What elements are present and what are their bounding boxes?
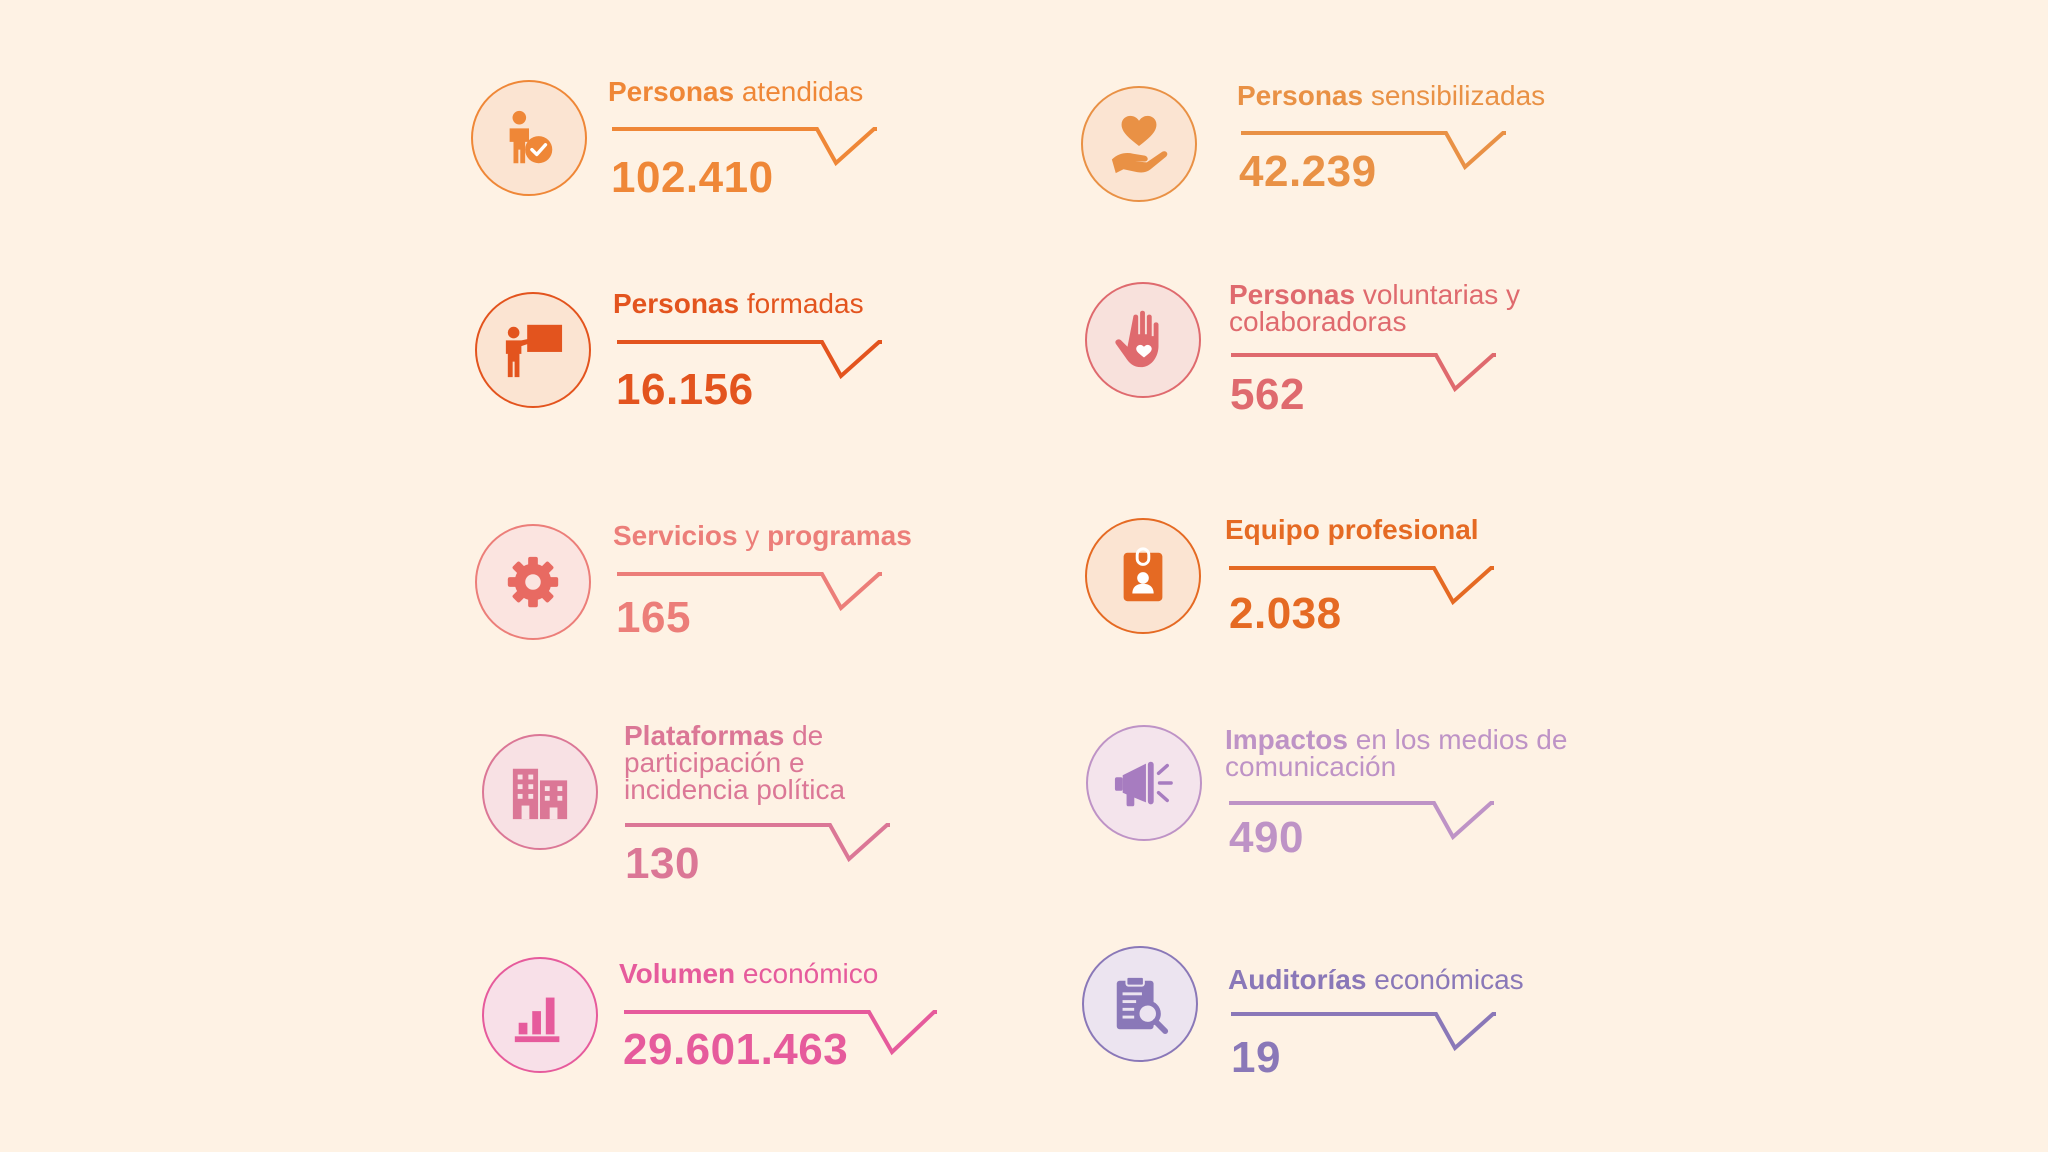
- divider-check-line: [1241, 131, 1506, 171]
- icon-circle: [1086, 725, 1202, 841]
- stat-value: 19: [1231, 1033, 1281, 1082]
- stat-value: 42.239: [1239, 147, 1377, 196]
- label-rest: sensibilizadas: [1363, 80, 1546, 111]
- divider-check-line: [1229, 801, 1494, 841]
- divider-check-line: [617, 572, 882, 612]
- id-badge-icon: [1123, 547, 1163, 602]
- label-line2: comunicación: [1225, 751, 1397, 782]
- stat-label: Auditorías económicas: [1228, 964, 1524, 995]
- stat-label: Personas atendidas: [608, 76, 864, 107]
- icon-circle: [1085, 282, 1201, 398]
- label-bold: Plataformas: [624, 720, 785, 751]
- icon-circle: [482, 957, 598, 1073]
- buildings-icon: [512, 768, 568, 820]
- label-bold: Volumen: [619, 958, 736, 989]
- raised-hand-heart-icon: [1115, 310, 1159, 368]
- label-bold: Equipo profesional: [1225, 514, 1479, 545]
- label-bold-2: programas: [767, 520, 912, 551]
- clipboard-search-icon: [1116, 975, 1169, 1035]
- icon-circle: [1081, 86, 1197, 202]
- icon-circle: [1082, 946, 1198, 1062]
- label-line2: colaboradoras: [1229, 306, 1407, 337]
- stat-label: Equipo profesional: [1225, 514, 1479, 545]
- divider-check-line: [617, 340, 882, 380]
- label-rest: de: [784, 720, 824, 751]
- stat-label: Servicios y programas: [613, 520, 912, 551]
- icon-circle: [482, 734, 598, 850]
- stat-label: Volumen económico: [619, 958, 879, 989]
- label-line2: participación e: [624, 747, 805, 778]
- stat-value: 102.410: [611, 153, 774, 202]
- stat-label: Personas formadas: [613, 288, 864, 319]
- stat-value: 165: [616, 593, 691, 642]
- stat-value: 562: [1230, 370, 1305, 419]
- label-rest: y: [737, 520, 768, 551]
- stat-value: 16.156: [616, 365, 754, 414]
- divider-check-line: [625, 823, 890, 863]
- icon-circle: [475, 292, 591, 408]
- icon-circle: [471, 80, 587, 196]
- stat-value: 2.038: [1229, 589, 1342, 638]
- heart-hand-icon: [1111, 115, 1168, 174]
- label-bold: Personas: [608, 76, 735, 107]
- icon-circle: [475, 524, 591, 640]
- divider-check-line: [612, 127, 877, 167]
- label-bold: Auditorías: [1228, 964, 1367, 995]
- divider-check-line: [1229, 566, 1494, 606]
- label-rest: atendidas: [734, 76, 864, 107]
- stat-value: 490: [1229, 813, 1304, 862]
- teacher-board-icon: [505, 324, 563, 378]
- label-bold: Personas: [1229, 279, 1356, 310]
- label-rest: formadas: [739, 288, 864, 319]
- label-bold: Personas: [613, 288, 740, 319]
- label-bold: Personas: [1237, 80, 1364, 111]
- label-rest: económico: [735, 958, 879, 989]
- stat-label: Impactos en los medios de comunicación: [1225, 724, 1568, 782]
- stat-value: 29.601.463: [623, 1025, 849, 1074]
- stat-label: Personas sensibilizadas: [1237, 80, 1546, 111]
- stat-label: Plataformas de participación e incidenci…: [624, 720, 846, 805]
- divider-check-line: [1231, 1012, 1496, 1052]
- gear-icon: [507, 556, 559, 608]
- label-rest: en los medios de: [1347, 724, 1568, 755]
- stat-label: Personas voluntarias y colaboradoras: [1229, 279, 1521, 337]
- label-bold: Servicios: [613, 520, 738, 551]
- person-check-icon: [509, 110, 553, 164]
- divider-check-line: [624, 1010, 937, 1056]
- megaphone-icon: [1114, 761, 1173, 807]
- label-bold: Impactos: [1225, 724, 1348, 755]
- divider-check-line: [1231, 353, 1496, 393]
- label-rest: voluntarias y: [1355, 279, 1521, 310]
- bar-chart-icon: [514, 997, 560, 1043]
- icon-circle: [1085, 518, 1201, 634]
- stat-value: 130: [625, 839, 700, 888]
- label-line3: incidencia política: [624, 774, 846, 805]
- label-rest: económicas: [1366, 964, 1524, 995]
